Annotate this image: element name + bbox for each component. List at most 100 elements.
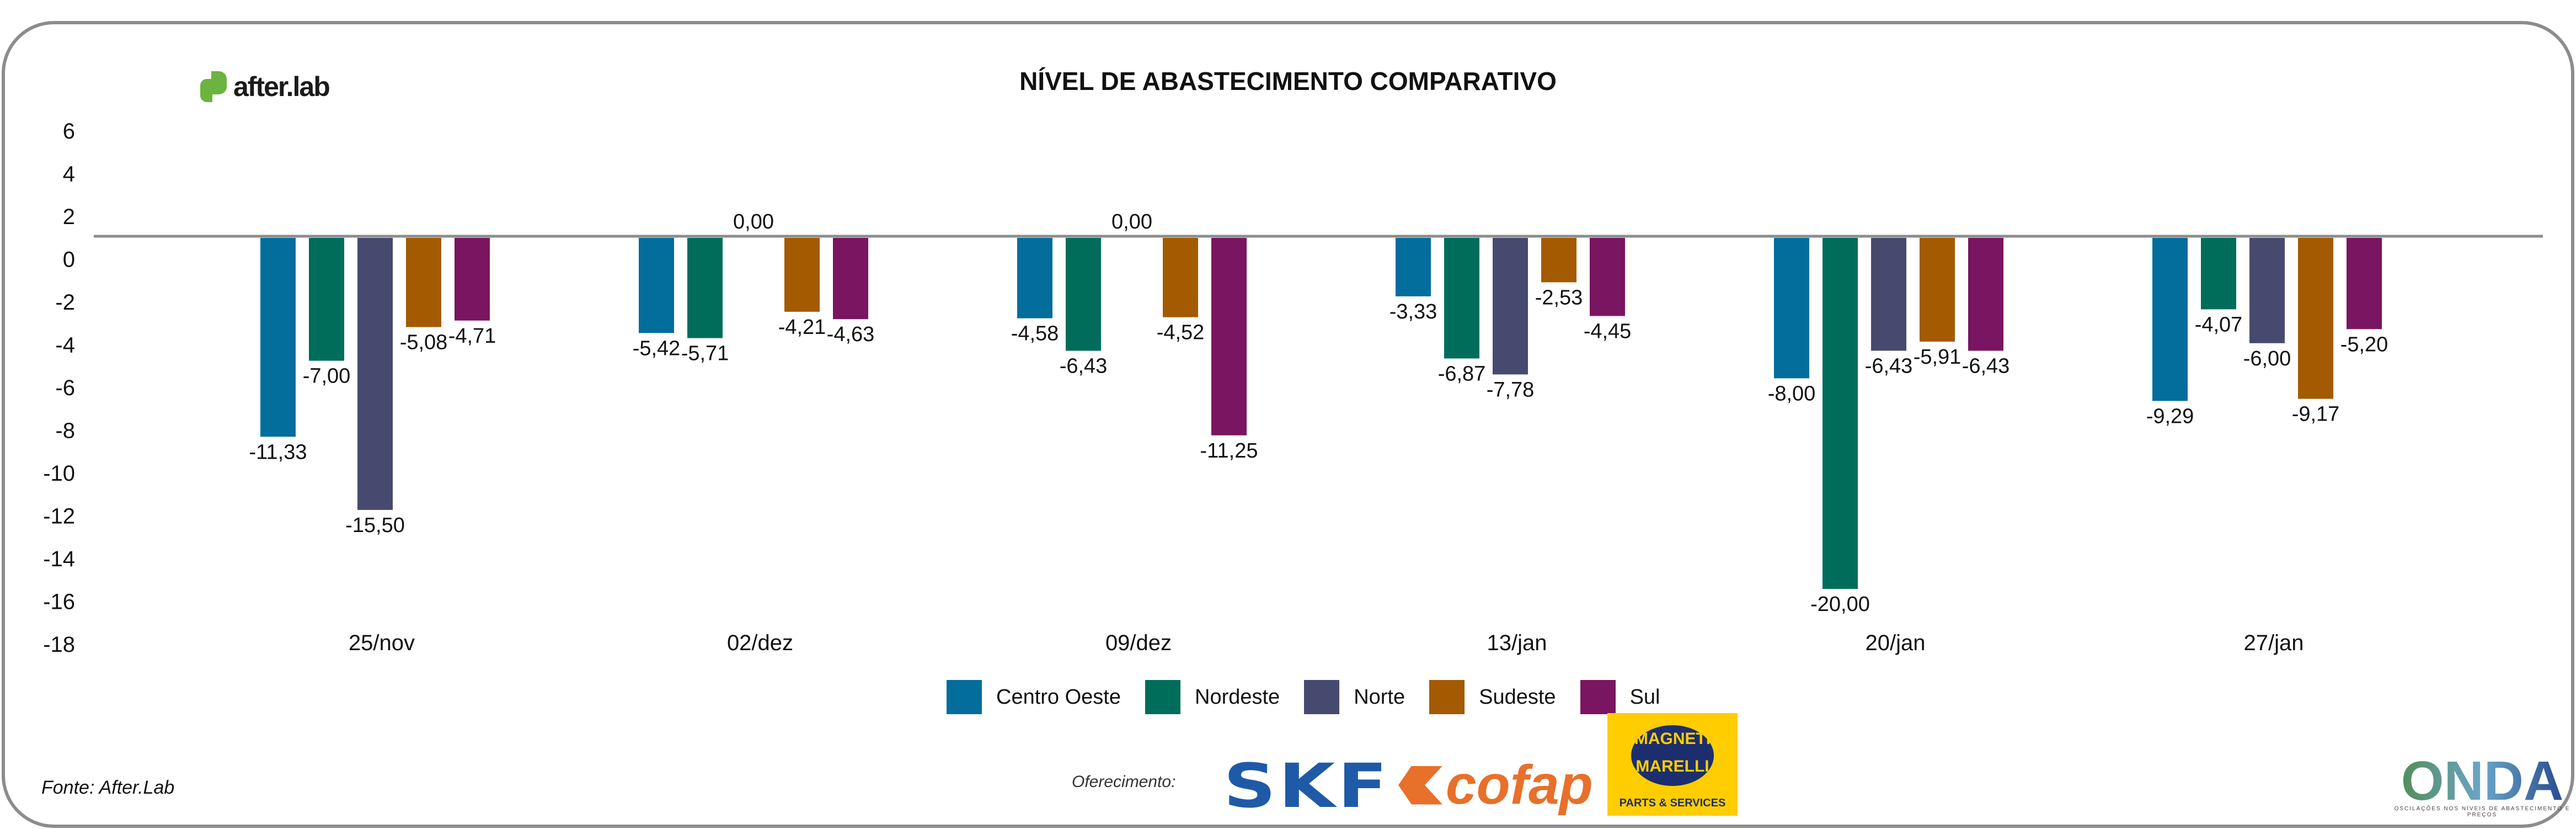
legend-label: Centro Oeste: [996, 685, 1121, 709]
onda-logo: ONDA OSCILAÇÕES NOS NÍVEIS DE ABASTECIME…: [2388, 753, 2576, 818]
data-label: -7,78: [1487, 378, 1535, 401]
x-tick-label: 25/nov: [349, 631, 415, 655]
source-note: Fonte: After.Lab: [41, 777, 175, 798]
data-label: -4,58: [1011, 322, 1059, 346]
x-tick-label: 09/dez: [1105, 631, 1172, 655]
bar-norte: [1493, 238, 1528, 375]
cofap-logo: cofap: [1398, 753, 1593, 817]
bar-sudeste: [1541, 238, 1576, 283]
bar-sudeste: [784, 238, 820, 312]
legend-label: Sudeste: [1479, 685, 1556, 709]
bar-sul: [1211, 238, 1247, 435]
bar-nordeste: [309, 238, 344, 361]
x-tick-label: 13/jan: [1487, 631, 1547, 655]
cofap-logo-text: cofap: [1446, 754, 1593, 816]
bar-centro-oeste: [639, 238, 674, 333]
y-tick-label: -18: [43, 633, 75, 657]
y-tick-label: -8: [55, 419, 75, 443]
x-tick-label: 27/jan: [2244, 631, 2304, 655]
data-label: -5,42: [633, 337, 681, 360]
bar-norte: [1871, 238, 1906, 351]
bar-sul: [1968, 238, 2003, 351]
bar-chart: 6 4 2 0 -2 -4 -6 -8 -10 -12 -14 -16 -18 25/nov -11,33 -…: [43, 119, 2543, 657]
data-label: -6,00: [2243, 347, 2291, 370]
bar-sul: [1590, 238, 1625, 316]
data-label: -5,08: [400, 331, 448, 354]
sponsor-label: Oferecimento:: [1072, 773, 1176, 791]
x-tick-label: 20/jan: [1866, 631, 1926, 655]
legend-item: Nordeste: [1145, 680, 1280, 714]
data-label: -4,45: [1584, 320, 1632, 343]
data-label: 0,00: [733, 210, 774, 233]
data-label: -4,71: [448, 325, 496, 348]
bar-nordeste: [1823, 238, 1858, 589]
y-tick-label: 6: [63, 119, 75, 144]
data-label: -11,25: [1200, 439, 1258, 463]
legend-item: Sul: [1580, 680, 1660, 714]
data-label: -6,43: [1060, 354, 1108, 378]
bar-sul: [2347, 238, 2382, 330]
cofap-x-icon: [1398, 766, 1442, 805]
legend: Centro Oeste Nordeste Norte Sudeste Sul: [947, 680, 1685, 714]
y-tick-label: -16: [43, 590, 75, 614]
data-label: -7,00: [303, 365, 351, 388]
legend-item: Norte: [1304, 680, 1405, 714]
bar-sudeste: [406, 238, 441, 327]
data-label: -6,87: [1438, 362, 1486, 385]
bar-nordeste: [1444, 238, 1479, 359]
y-tick-label: -2: [55, 290, 75, 315]
y-tick-label: -12: [43, 504, 75, 529]
data-label: -6,43: [1865, 354, 1913, 378]
data-label: -5,20: [2340, 333, 2388, 356]
data-label: -4,21: [778, 316, 826, 339]
data-label: -8,00: [1768, 382, 1816, 405]
legend-label: Sul: [1629, 685, 1660, 709]
y-tick-label: 2: [63, 205, 75, 229]
bar-sudeste: [2298, 238, 2333, 399]
bar-norte: [2249, 238, 2285, 343]
data-label: -4,07: [2195, 313, 2243, 336]
chart-title: NÍVEL DE ABASTECIMENTO COMPARATIVO: [1019, 67, 1557, 95]
data-label: -15,50: [345, 514, 405, 537]
data-label: -4,63: [827, 323, 875, 346]
bar-nordeste: [687, 238, 723, 338]
data-label: -2,53: [1535, 286, 1583, 309]
bar-centro-oeste: [260, 238, 296, 437]
data-label: -11,33: [249, 440, 307, 464]
chart-frame: [2, 21, 2574, 828]
bar-centro-oeste: [1774, 238, 1809, 379]
onda-tagline: OSCILAÇÕES NOS NÍVEIS DE ABASTECIMENTO E…: [2394, 806, 2570, 818]
data-label: -5,91: [1914, 346, 1962, 369]
legend-item: Centro Oeste: [947, 680, 1121, 714]
data-label: -9,29: [2146, 405, 2194, 428]
bar-centro-oeste: [1017, 238, 1052, 318]
y-tick-label: -14: [43, 547, 75, 571]
data-label: -5,71: [681, 342, 729, 365]
legend-swatch: [1580, 680, 1616, 714]
magneti-marelli-tagline: PARTS & SERVICES: [1619, 797, 1726, 809]
y-tick-label: -4: [55, 333, 75, 358]
skf-logo: SKF: [1223, 751, 1390, 821]
data-label: -6,43: [1962, 354, 2010, 378]
x-tick-label: 02/dez: [727, 631, 793, 655]
y-tick-label: 0: [63, 248, 75, 272]
data-label: -9,17: [2292, 403, 2340, 426]
afterlab-logo: after.lab: [200, 71, 330, 103]
bar-centro-oeste: [2152, 238, 2188, 401]
legend-item: Sudeste: [1429, 680, 1556, 714]
magneti-marelli-oval: MAGNETI MARELLI: [1631, 725, 1714, 786]
legend-swatch: [947, 680, 982, 714]
bar-sul: [455, 238, 490, 321]
legend-label: Norte: [1354, 685, 1405, 709]
afterlab-logo-text: after.lab: [233, 71, 330, 102]
legend-swatch: [1429, 680, 1465, 714]
magneti-marelli-logo: MAGNETI MARELLI PARTS & SERVICES: [1607, 713, 1738, 816]
legend-swatch: [1304, 680, 1340, 714]
bar-sudeste: [1163, 238, 1198, 317]
y-tick-label: -10: [43, 461, 75, 486]
bar-norte: [357, 238, 393, 510]
onda-logo-text: ONDA: [2388, 753, 2576, 809]
bar-sul: [833, 238, 868, 320]
data-label: -4,52: [1157, 321, 1205, 344]
bar-nordeste: [2201, 238, 2236, 310]
